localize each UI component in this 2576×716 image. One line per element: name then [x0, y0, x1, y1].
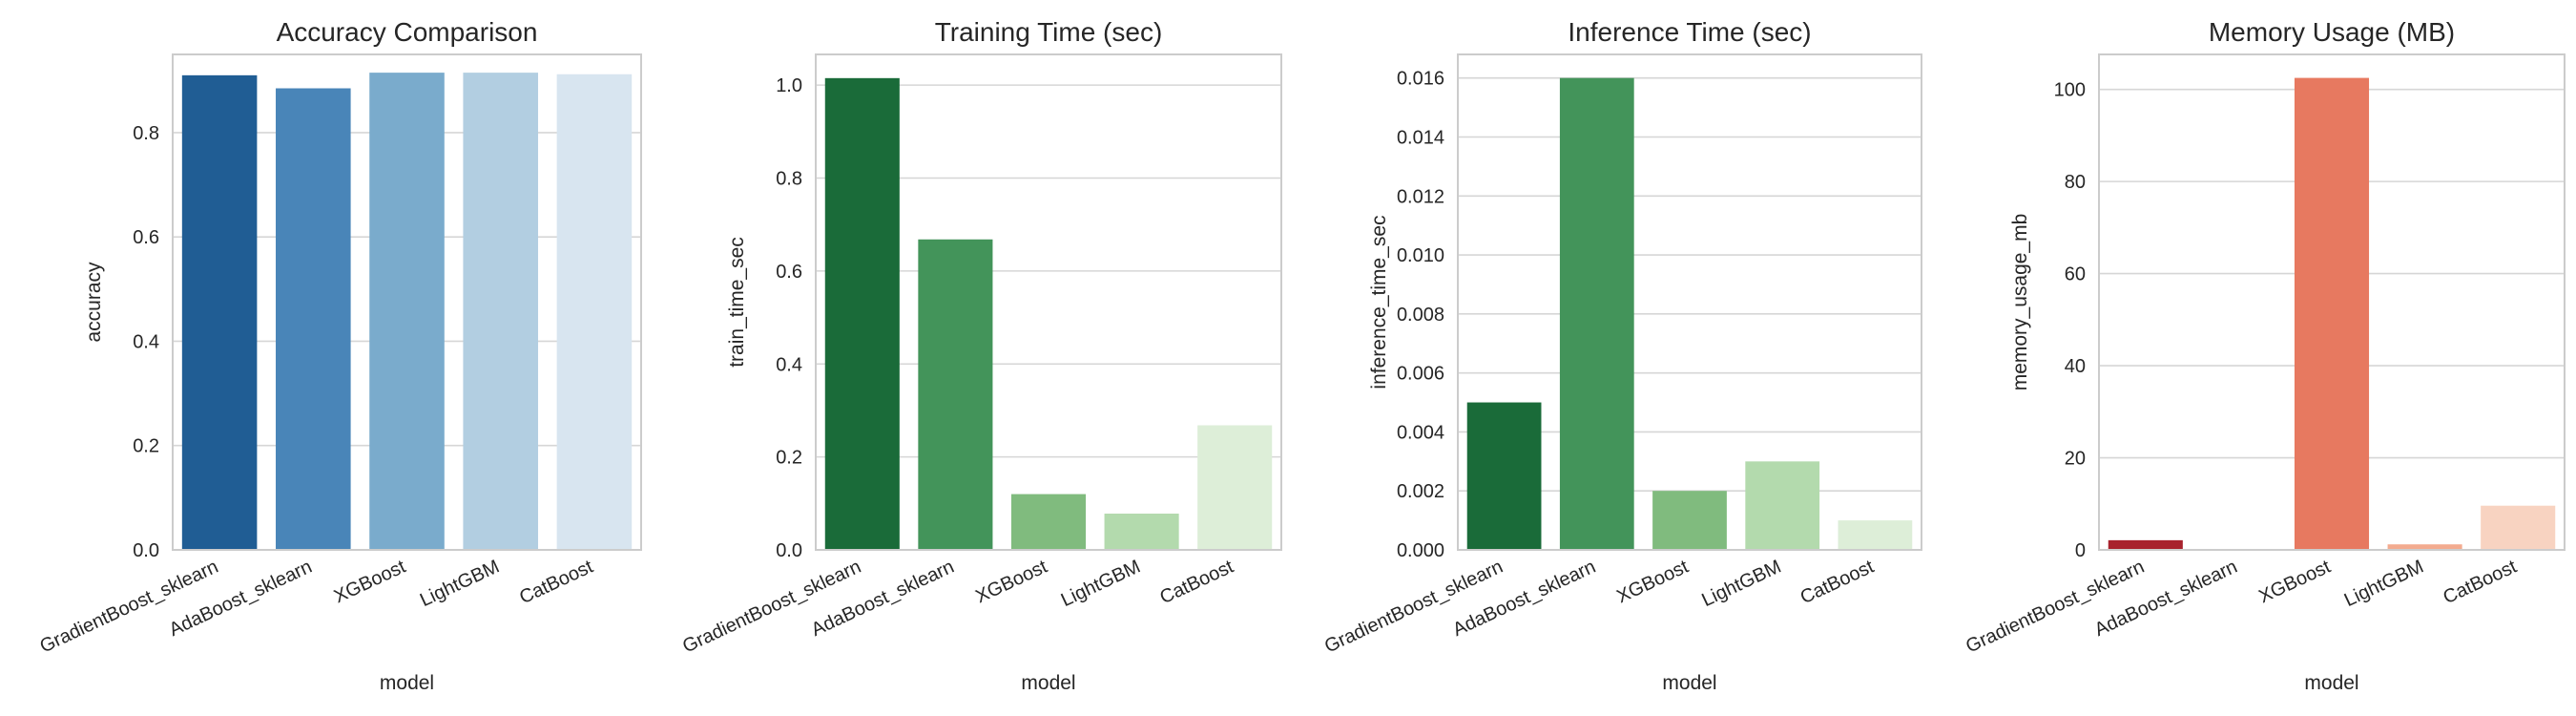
- x-tick-label: CatBoost: [2440, 556, 2520, 608]
- y-tick-label: 0.2: [776, 448, 802, 469]
- bar-xgboost: [1652, 491, 1727, 550]
- bar-lightgbm: [2387, 544, 2462, 550]
- y-tick-label: 0.6: [776, 262, 802, 283]
- y-tick-label: 0.0: [776, 540, 802, 561]
- y-tick-label: 60: [2065, 264, 2086, 285]
- bar-adaboost-sklearn: [276, 88, 351, 550]
- y-tick-label: 80: [2065, 172, 2086, 193]
- plot-frame: [815, 53, 1282, 551]
- bar-catboost: [2481, 505, 2556, 550]
- y-tick-label: 0.8: [133, 123, 159, 144]
- y-tick-label: 0.0: [133, 540, 159, 561]
- x-tick-label: LightGBM: [1698, 557, 1784, 612]
- x-axis-label: model: [1662, 672, 1716, 694]
- chart-panel-3: 0.000 0.002 0.004 0.006 0.008 0.010 0.012 0.014…: [1321, 17, 1922, 694]
- bar-adaboost-sklearn: [918, 239, 993, 550]
- bar-catboost: [556, 74, 633, 550]
- y-tick-label: 0.004: [1397, 422, 1444, 443]
- y-tick-label: 0.4: [133, 331, 159, 352]
- y-tick-label: 0.6: [133, 227, 159, 248]
- x-tick-label: XGBoost: [331, 556, 409, 607]
- bar-xgboost: [1010, 494, 1087, 550]
- bar-lightgbm: [463, 73, 538, 550]
- y-tick-label: 0.006: [1397, 364, 1444, 385]
- chart-panel-1: 0.00.20.40.60.8GradientBoost_sklearnAdaB…: [37, 17, 642, 694]
- y-tick-label: 0.016: [1397, 69, 1444, 90]
- chart-title: Inference Time (sec): [1568, 17, 1811, 47]
- y-axis-label: train_time_sec: [726, 237, 748, 368]
- y-tick-label: 1.0: [776, 75, 802, 96]
- y-tick-label: 0.2: [133, 436, 159, 457]
- bar-xgboost: [369, 73, 445, 550]
- y-tick-label: 100: [2054, 80, 2086, 101]
- plot-frame: [1457, 53, 1922, 551]
- x-tick-label: GradientBoost_sklearn: [37, 557, 222, 658]
- bar-gradientboost-sklearn: [2108, 539, 2183, 550]
- bar-xgboost: [2294, 77, 2370, 551]
- bar-gradientboost-sklearn: [824, 77, 900, 551]
- y-tick-label: 0.012: [1397, 186, 1444, 207]
- y-tick-label: 0.014: [1397, 128, 1444, 149]
- chart-panel-2: 0.00.20.40.60.81.0GradientBoost_sklearnA…: [679, 17, 1282, 694]
- bar-lightgbm: [1745, 461, 1820, 550]
- x-axis-label: model: [2304, 672, 2358, 694]
- x-tick-label: LightGBM: [2341, 557, 2427, 612]
- y-tick-label: 0.000: [1397, 540, 1444, 561]
- x-tick-label: XGBoost: [1613, 556, 1692, 607]
- chart-title: Accuracy Comparison: [277, 17, 538, 47]
- x-axis-label: model: [380, 672, 434, 694]
- y-tick-label: 0.4: [776, 354, 802, 375]
- bar-catboost: [1197, 425, 1273, 550]
- bar-gradientboost-sklearn: [181, 74, 258, 550]
- x-tick-label: XGBoost: [2255, 556, 2334, 607]
- y-axis-label: inference_time_sec: [1368, 215, 1390, 389]
- x-tick-label: CatBoost: [1797, 556, 1878, 608]
- y-axis-label: accuracy: [83, 262, 105, 343]
- y-tick-label: 40: [2065, 356, 2086, 377]
- x-tick-label: CatBoost: [516, 556, 596, 608]
- x-tick-label: LightGBM: [1058, 557, 1144, 612]
- chart-panel-4: 020406080100GradientBoost_sklearnAdaBoos…: [1963, 17, 2566, 694]
- y-tick-label: 0.002: [1397, 481, 1444, 502]
- y-tick-label: 0.010: [1397, 245, 1444, 266]
- x-tick-label: GradientBoost_sklearn: [1963, 557, 2148, 658]
- chart-title: Memory Usage (MB): [2209, 17, 2455, 47]
- y-tick-label: 20: [2065, 449, 2086, 470]
- x-tick-label: XGBoost: [972, 556, 1050, 607]
- bar-catboost: [1838, 520, 1913, 550]
- x-tick-label: GradientBoost_sklearn: [1321, 557, 1506, 658]
- x-axis-label: model: [1021, 672, 1075, 694]
- x-tick-label: LightGBM: [417, 557, 503, 612]
- y-tick-label: 0.8: [776, 169, 802, 190]
- x-tick-label: CatBoost: [1156, 556, 1236, 608]
- plot-frame: [172, 53, 642, 551]
- chart-title: Training Time (sec): [935, 17, 1163, 47]
- y-tick-label: 0: [2075, 540, 2086, 561]
- x-tick-label: GradientBoost_sklearn: [679, 557, 864, 658]
- bar-lightgbm: [1104, 514, 1179, 550]
- y-axis-label: memory_usage_mb: [2009, 214, 2031, 391]
- bar-gradientboost-sklearn: [1466, 402, 1542, 550]
- plot-frame: [2098, 53, 2566, 551]
- bar-adaboost-sklearn: [1559, 77, 1634, 550]
- y-tick-label: 0.008: [1397, 305, 1444, 326]
